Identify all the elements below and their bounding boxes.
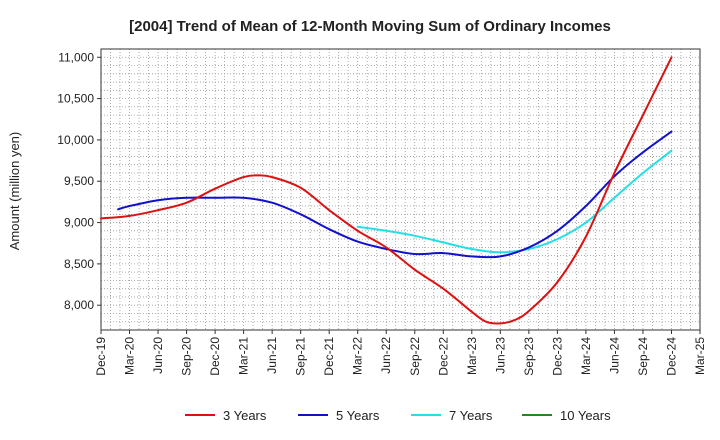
y-tick-label: 10,500 (57, 92, 94, 106)
x-tick-label: Mar-23 (465, 337, 479, 375)
plot-frame (100, 48, 701, 331)
x-tick-label: Mar-20 (123, 337, 137, 375)
x-tick-label: Dec-21 (322, 337, 336, 376)
y-axis-label: Amount (million yen) (7, 132, 22, 251)
series-layer (100, 56, 673, 325)
x-tick-label: Jun-22 (379, 337, 393, 374)
x-tick-label: Jun-23 (493, 337, 507, 374)
y-tick-label: 9,500 (64, 174, 94, 188)
x-tick-label: Dec-22 (436, 337, 450, 376)
x-tick-label: Mar-21 (237, 337, 251, 375)
legend-label: 3 Years (223, 408, 267, 423)
y-axis-ticks: 8,000 8,500 9,000 9,500 10,000 10,500 11,000 (57, 50, 101, 312)
y-tick-label: 10,000 (57, 133, 94, 147)
legend: 3 Years 5 Years 7 Years 10 Years (185, 408, 611, 423)
x-tick-label: Dec-23 (550, 337, 564, 376)
y-tick-label: 8,000 (64, 298, 94, 312)
x-tick-label: Dec-19 (94, 337, 108, 376)
x-tick-label: Mar-22 (351, 337, 365, 375)
legend-label: 5 Years (336, 408, 380, 423)
x-tick-label: Sep-22 (408, 337, 422, 376)
x-tick-label: Sep-23 (522, 337, 536, 376)
x-tick-label: Jun-21 (265, 337, 279, 374)
x-tick-label: Mar-24 (579, 337, 593, 375)
x-tick-label: Jun-24 (607, 337, 621, 374)
x-tick-label: Jun-20 (151, 337, 165, 374)
legend-label: 7 Years (449, 408, 493, 423)
x-tick-label: Sep-21 (294, 337, 308, 376)
series-line-5-years (117, 130, 673, 259)
series-line-3-years (100, 56, 673, 325)
y-tick-label: 11,000 (58, 50, 94, 64)
legend-label: 10 Years (560, 408, 611, 423)
y-tick-label: 9,000 (64, 216, 94, 230)
grid (101, 49, 700, 330)
x-tick-label: Dec-24 (664, 337, 678, 376)
y-tick-label: 8,500 (64, 257, 94, 271)
x-tick-label: Sep-20 (180, 337, 194, 376)
x-tick-label: Mar-25 (693, 337, 707, 375)
x-tick-label: Sep-24 (636, 337, 650, 376)
x-axis-ticks: Dec-19 Mar-20 Jun-20 Sep-20 Dec-20 Mar-21 Jun-… (94, 330, 707, 376)
x-tick-label: Dec-20 (208, 337, 222, 376)
chart-title: [2004] Trend of Mean of 12-Month Moving … (129, 18, 611, 35)
series-line-7-years (356, 149, 673, 254)
